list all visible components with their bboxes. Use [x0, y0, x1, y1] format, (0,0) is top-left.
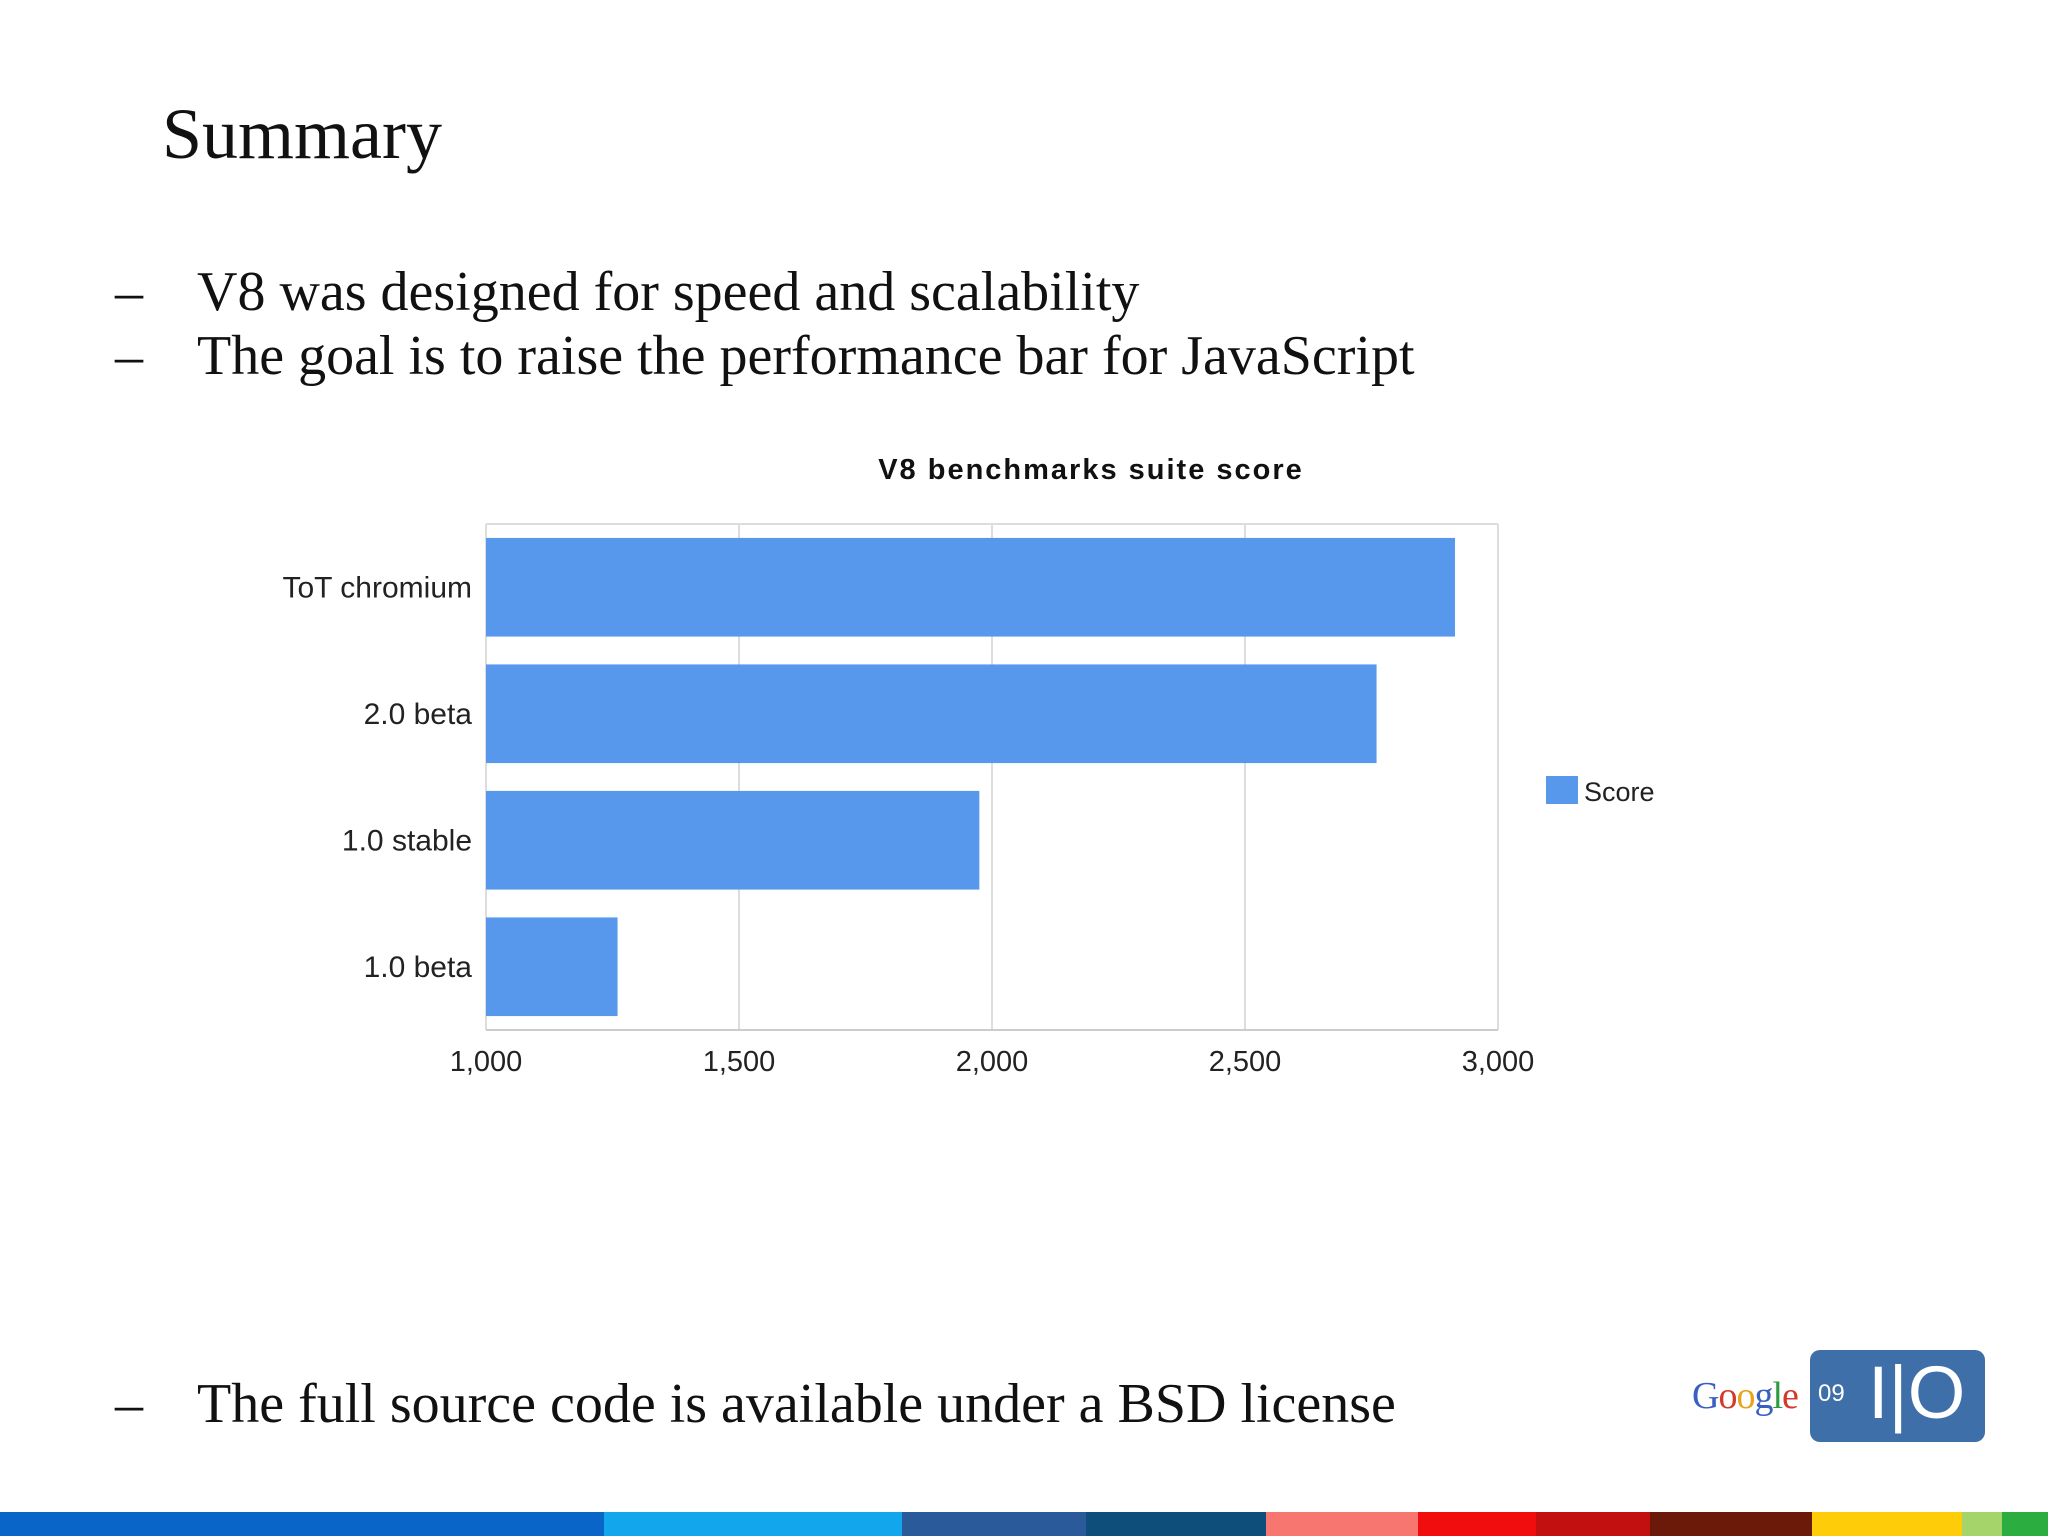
stripe-segment	[902, 1512, 1086, 1536]
legend-label: Score	[1584, 777, 1655, 807]
stripe-segment	[1812, 1512, 1962, 1536]
bar	[486, 917, 618, 1017]
io-year: 09	[1818, 1380, 1845, 1407]
google-wordmark: Google	[1692, 1374, 1799, 1418]
bottom-color-stripe	[0, 1512, 2048, 1536]
stripe-segment	[1266, 1512, 1418, 1536]
benchmark-bar-chart: 1,000 1,500 2,000 2,500 3,000 ToT chromium 2.0…	[283, 454, 1655, 1078]
chart-title: V8 benchmarks suite score	[878, 454, 1304, 486]
stripe-segment	[2002, 1512, 2048, 1536]
legend-swatch	[1546, 776, 1578, 804]
bullet-text: V8 was designed for speed and scalabilit…	[197, 261, 1140, 323]
stripe-segment	[604, 1512, 902, 1536]
google-letter: e	[1782, 1375, 1799, 1417]
google-letter: G	[1692, 1375, 1719, 1417]
slide-title: Summary	[162, 94, 442, 174]
x-tick-label: 2,000	[956, 1046, 1029, 1078]
bar	[486, 537, 1455, 637]
stripe-segment	[1650, 1512, 1812, 1536]
x-tick-label: 3,000	[1462, 1046, 1535, 1078]
category-label: ToT chromium	[283, 571, 473, 604]
bar	[486, 664, 1377, 764]
chart-bars	[486, 537, 1455, 1017]
x-tick-label: 1,500	[703, 1046, 776, 1078]
category-label: 1.0 beta	[364, 951, 473, 984]
google-letter: g	[1754, 1375, 1773, 1417]
bullet-dash: –	[115, 1373, 143, 1435]
bullet-dash: –	[115, 325, 143, 387]
google-letter: o	[1718, 1375, 1737, 1417]
bullet-text: The full source code is available under …	[197, 1373, 1396, 1435]
bullet-item: – The goal is to raise the performance ba…	[115, 328, 1415, 384]
stripe-segment	[0, 1512, 604, 1536]
x-tick-label: 1,000	[450, 1046, 523, 1078]
stripe-segment	[1086, 1512, 1266, 1536]
bullet-text: The goal is to raise the performance bar…	[197, 325, 1415, 387]
io-badge: 09 I|O	[1810, 1350, 1985, 1442]
google-io-logo: Google 09 I|O	[1690, 1350, 1985, 1445]
google-letter: l	[1772, 1375, 1783, 1417]
io-mark: I|O	[1868, 1351, 1966, 1434]
footer-bullet: – The full source code is available under…	[115, 1376, 1396, 1432]
bullet-item: – V8 was designed for speed and scalabili…	[115, 264, 1139, 320]
chart-labels: 1,000 1,500 2,000 2,500 3,000 ToT chromium 2.0…	[283, 571, 1535, 1078]
bar	[486, 790, 980, 890]
stripe-segment	[1536, 1512, 1650, 1536]
stripe-segment	[1962, 1512, 2002, 1536]
google-letter: o	[1736, 1375, 1755, 1417]
x-tick-label: 2,500	[1209, 1046, 1282, 1078]
category-label: 1.0 stable	[342, 824, 472, 857]
stripe-segment	[1418, 1512, 1536, 1536]
bullet-dash: –	[115, 261, 143, 323]
category-label: 2.0 beta	[364, 698, 473, 731]
